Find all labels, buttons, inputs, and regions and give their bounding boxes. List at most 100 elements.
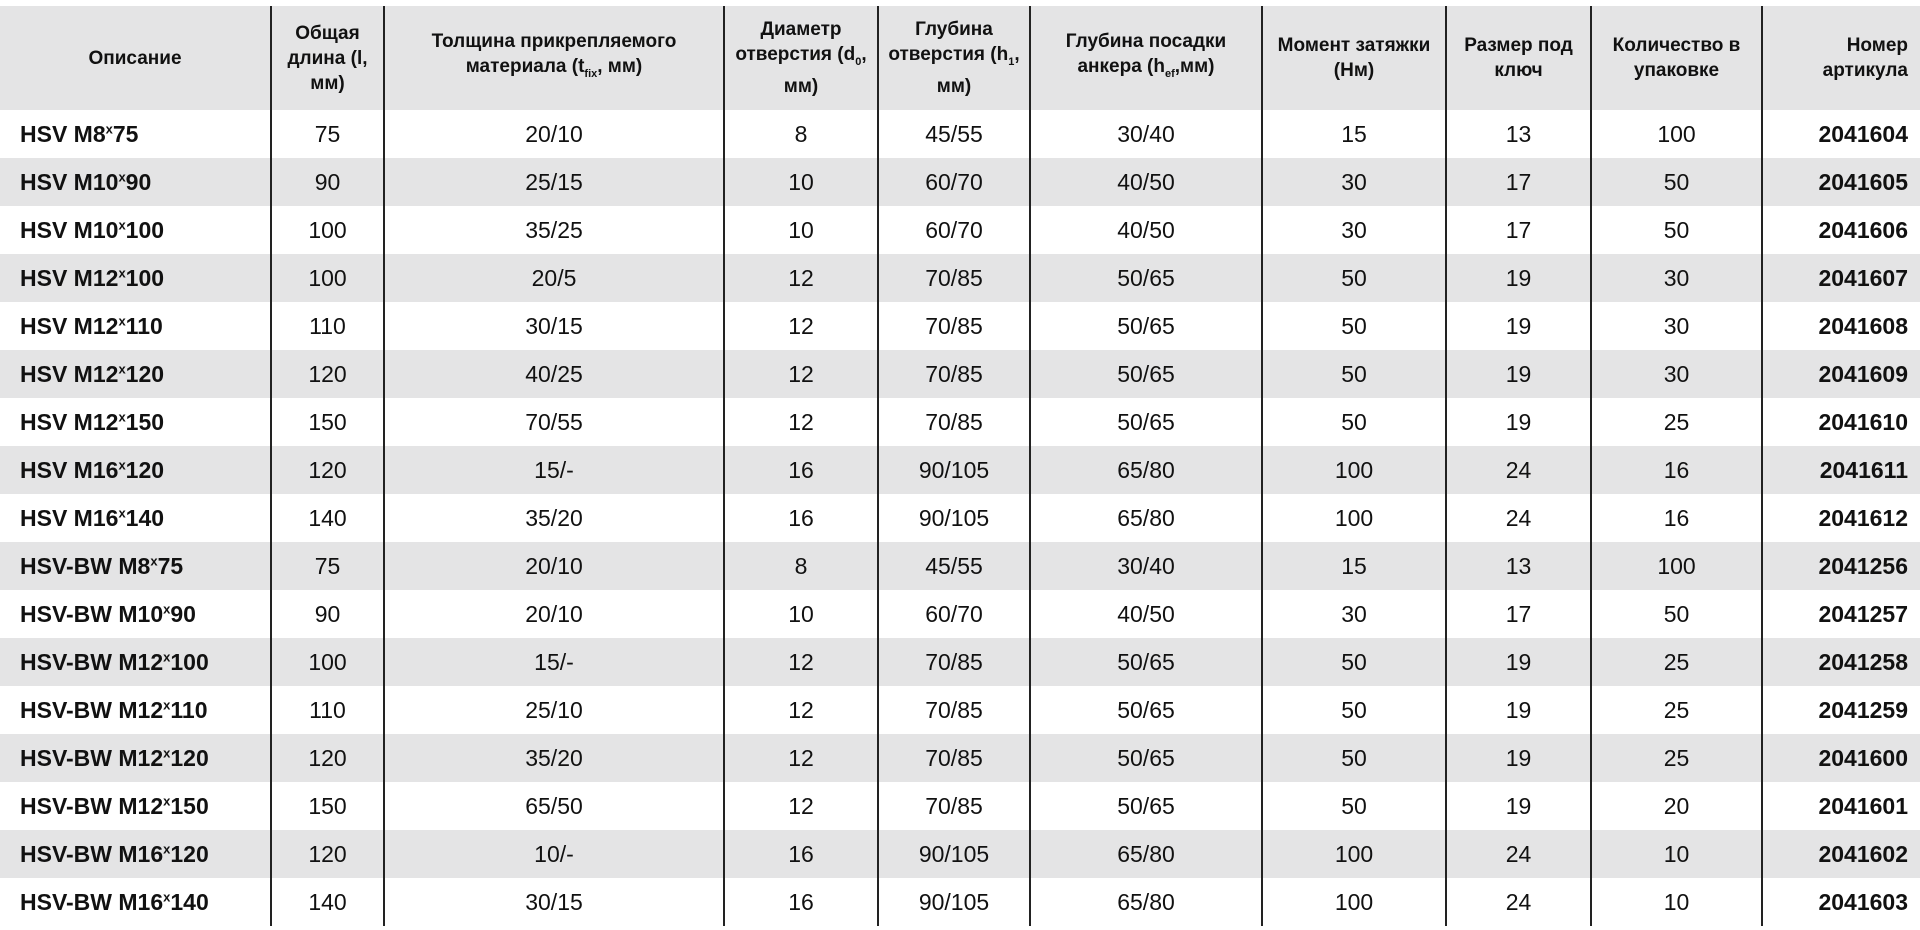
superscript: x [105,120,113,136]
table-cell: 10/- [383,830,724,878]
table-cell: 19 [1445,350,1591,398]
table-cell: 8 [723,542,878,590]
table-row: HSV M12x120 120 40/25 12 70/85 50/65 50 19 30 204… [0,350,1920,398]
model: HSV-BW M12 [20,696,164,723]
table-cell: 150 [270,782,384,830]
superscript: x [150,552,158,568]
length: 120 [170,840,209,867]
table-cell: 50 [1590,158,1762,206]
table-cell: 65/80 [1029,494,1262,542]
superscript: x [163,792,171,808]
model: HSV M10 [20,216,119,243]
description-cell: HSV-BW M12x100 [0,638,271,686]
header-cell: Описание [0,6,271,110]
table-cell: 70/55 [383,398,724,446]
table-cell: 40/50 [1029,158,1262,206]
table-row: HSV M16x120 120 15/- 16 90/105 65/80 100 24 16 20… [0,446,1920,494]
table-cell: 100 [1590,110,1762,158]
table-cell: 50 [1261,782,1446,830]
table-row: HSV-BW M16x120 120 10/- 16 90/105 65/80 100 24 1… [0,830,1920,878]
table-cell: 17 [1445,590,1591,638]
superscript: x [118,360,126,376]
description-cell: HSV M16x140 [0,494,271,542]
table-cell: 50/65 [1029,254,1262,302]
table-cell: 2041605 [1761,158,1920,206]
table-cell: 15 [1261,542,1446,590]
table-cell: 19 [1445,686,1591,734]
table-cell: 30 [1261,158,1446,206]
table-cell: 2041259 [1761,686,1920,734]
model: HSV M16 [20,456,119,483]
table-cell: 60/70 [877,590,1030,638]
table-row: HSV M16x140 140 35/20 16 90/105 65/80 100 24 16 2… [0,494,1920,542]
table-cell: 50/65 [1029,302,1262,350]
model: HSV-BW M12 [20,744,164,771]
table-cell: 12 [723,782,878,830]
table-cell: 25 [1590,686,1762,734]
table-cell: 140 [270,494,384,542]
model: HSV M10 [20,168,119,195]
table-cell: 24 [1445,830,1591,878]
table-cell: 30 [1590,254,1762,302]
length: 100 [170,648,209,675]
table-cell: 70/85 [877,686,1030,734]
superscript: x [118,312,126,328]
product-table: Описание Общая длина (l, мм) Толщина прикр… [0,6,1920,926]
model: HSV M8 [20,120,106,147]
table-cell: 50/65 [1029,398,1262,446]
header-text: Диаметр отверстия (d [735,18,856,65]
table-cell: 50 [1261,734,1446,782]
header-text: Размер под ключ [1464,35,1573,81]
table-cell: 70/85 [877,398,1030,446]
header-cell: Номер артикула [1761,6,1920,110]
table-cell: 15 [1261,110,1446,158]
description-cell: HSV M12x150 [0,398,271,446]
header-cell: Толщина прикрепляемого материала (tfix, … [383,6,724,110]
length: 100 [125,216,165,243]
table-cell: 24 [1445,494,1591,542]
table-cell: 8 [723,110,878,158]
header-text: Описание [88,47,182,69]
table-cell: 90 [270,158,384,206]
table-cell: 12 [723,350,878,398]
header-text: Толщина прикрепляемого материала (t [431,31,677,78]
table-cell: 40/50 [1029,590,1262,638]
length: 150 [170,792,209,819]
table-row: HSV-BW M10x90 90 20/10 10 60/70 40/50 30 17 50 20… [0,590,1920,638]
table-cell: 35/25 [383,206,724,254]
table-cell: 50 [1590,590,1762,638]
superscript: x [118,408,126,424]
description-cell: HSV M10x90 [0,158,271,206]
table-cell: 45/55 [877,542,1030,590]
table-cell: 19 [1445,398,1591,446]
table-cell: 2041603 [1761,878,1920,926]
header-row: Описание Общая длина (l, мм) Толщина прикр… [0,6,1920,110]
subscript: 1 [1008,55,1015,68]
header-text: Количество в упаковке [1612,35,1741,81]
table-cell: 2041608 [1761,302,1920,350]
table-cell: 10 [1590,830,1762,878]
table-cell: 30/15 [383,878,724,926]
superscript: x [163,888,171,904]
table-cell: 30/15 [383,302,724,350]
table-cell: 100 [1590,542,1762,590]
description-cell: HSV M12x110 [0,302,271,350]
table-cell: 50/65 [1029,782,1262,830]
length: 140 [170,888,209,915]
header-cell: Общая длина (l, мм) [270,6,384,110]
length: 150 [125,408,165,435]
table-cell: 50 [1590,206,1762,254]
table-cell: 2041600 [1761,734,1920,782]
header-text: Глубина посадки анкера (h [1065,31,1227,78]
description-cell: HSV-BW M12x110 [0,686,271,734]
table-cell: 16 [723,494,878,542]
header-text: Общая длина (l, мм) [287,22,368,94]
header-text: , мм) [936,43,1020,98]
table-cell: 30 [1590,302,1762,350]
table-cell: 65/80 [1029,446,1262,494]
table-cell: 30/40 [1029,110,1262,158]
description-cell: HSV-BW M12x120 [0,734,271,782]
table-cell: 2041611 [1761,446,1920,494]
table-cell: 25/10 [383,686,724,734]
table-row: HSV M12x100 100 20/5 12 70/85 50/65 50 19 30 2041… [0,254,1920,302]
